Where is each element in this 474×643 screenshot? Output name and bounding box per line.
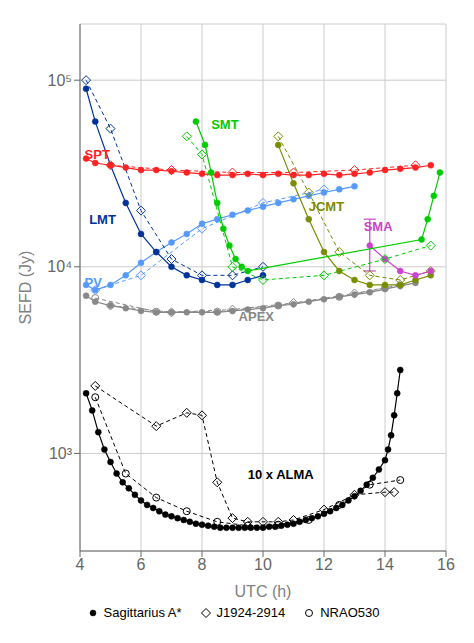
svg-text:PV: PV bbox=[85, 275, 103, 290]
svg-text:SEFD (Jy): SEFD (Jy) bbox=[17, 251, 34, 325]
html-text:NRAO530: NRAO530 bbox=[320, 605, 380, 620]
svg-text:10³: 10³ bbox=[49, 445, 73, 462]
svg-text:UTC (h): UTC (h) bbox=[235, 583, 292, 600]
svg-text:4: 4 bbox=[76, 556, 85, 573]
svg-text:SMA: SMA bbox=[364, 219, 394, 234]
svg-text:10: 10 bbox=[254, 556, 272, 573]
svg-text:10⁴: 10⁴ bbox=[47, 258, 72, 275]
svg-text:SPT: SPT bbox=[85, 147, 110, 162]
svg-text:12: 12 bbox=[315, 556, 333, 573]
svg-text:JCMT: JCMT bbox=[309, 199, 344, 214]
svg-text:14: 14 bbox=[376, 556, 394, 573]
svg-text:SMT: SMT bbox=[211, 117, 239, 132]
html-text:Sagittarius A*: Sagittarius A* bbox=[103, 605, 182, 620]
svg-text:10⁵: 10⁵ bbox=[48, 72, 72, 89]
svg-text:6: 6 bbox=[137, 556, 146, 573]
svg-text:8: 8 bbox=[198, 556, 207, 573]
svg-text:10 x ALMA: 10 x ALMA bbox=[248, 467, 315, 482]
svg-text:LMT: LMT bbox=[89, 212, 116, 227]
svg-text:16: 16 bbox=[437, 556, 455, 573]
svg-text:APEX: APEX bbox=[239, 309, 275, 324]
html-text:J1924-2914: J1924-2914 bbox=[216, 605, 286, 620]
